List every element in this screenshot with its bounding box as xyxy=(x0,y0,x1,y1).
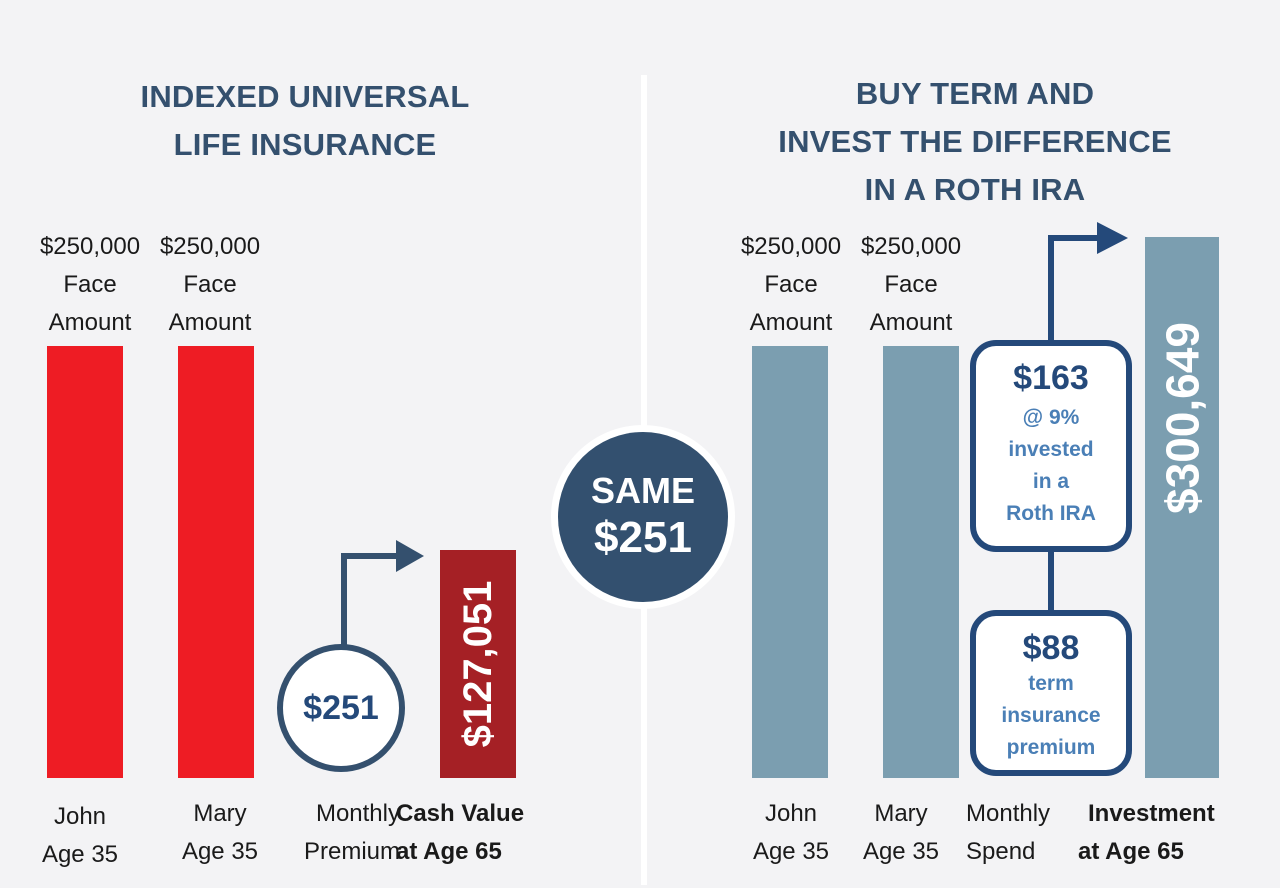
investment-rate: @ 9% xyxy=(1022,406,1080,429)
xlabel-age: Age 35 xyxy=(181,838,259,865)
xlabel-spend: Spend xyxy=(966,838,1036,865)
investment-box: $163 @ 9% invested in a Roth IRA xyxy=(970,340,1132,552)
right-panel-title: BUY TERM AND INVEST THE DIFFERENCE IN A … xyxy=(720,70,1230,214)
left-arrowhead-icon xyxy=(396,540,424,572)
premium-circle: $251 xyxy=(277,644,405,772)
right-arrow-icon xyxy=(1048,235,1100,340)
term-line3: premium xyxy=(1006,736,1096,759)
left-panel-title: INDEXED UNIVERSAL LIFE INSURANCE xyxy=(75,73,535,169)
face-label-john-right: $250,000 Face Amount xyxy=(731,228,851,342)
right-title-line1: BUY TERM AND xyxy=(855,76,1095,111)
face-label-john-left: $250,000 Face Amount xyxy=(30,228,150,342)
badge-amount: $251 xyxy=(594,513,692,562)
left-title-line1: INDEXED UNIVERSAL xyxy=(140,79,470,114)
amount-word: Amount xyxy=(869,309,953,336)
face-word: Face xyxy=(884,271,938,298)
xlabel-premium: Premium xyxy=(303,838,400,865)
bar-john-iul xyxy=(47,346,123,778)
xlabel-mary-right: Mary Age 35 xyxy=(846,795,956,871)
xlabel-age: Age 35 xyxy=(41,841,119,868)
xlabel-age: Age 35 xyxy=(862,838,940,865)
face-amount-value: $250,000 xyxy=(39,233,141,260)
xlabel-john-left: John Age 35 xyxy=(25,798,135,874)
left-arrow-icon xyxy=(341,553,398,648)
bar-mary-iul xyxy=(178,346,254,778)
xlabel-cash-value-line2: at Age 65 xyxy=(396,838,502,865)
xlabel-cash-value: Cash Value at Age 65 xyxy=(396,795,556,871)
face-label-mary-right: $250,000 Face Amount xyxy=(851,228,971,342)
bar-investment: $300,649 xyxy=(1145,237,1219,778)
xlabel-monthly-premium: Monthly Premium xyxy=(278,795,400,871)
xlabel-name: Mary xyxy=(193,800,247,827)
xlabel-investment: Investment at Age 65 xyxy=(1078,795,1248,871)
term-line1: term xyxy=(1028,672,1074,695)
premium-circle-value: $251 xyxy=(303,688,379,727)
term-line2: insurance xyxy=(1001,704,1101,727)
investment-line2: invested xyxy=(1008,438,1094,461)
left-title-line2: LIFE INSURANCE xyxy=(173,127,437,162)
amount-word: Amount xyxy=(168,309,252,336)
face-amount-value: $250,000 xyxy=(740,233,842,260)
xlabel-investment-line2: at Age 65 xyxy=(1078,838,1184,865)
face-label-mary-left: $250,000 Face Amount xyxy=(150,228,270,342)
investment-line3: in a xyxy=(1032,470,1070,493)
same-amount-badge: SAME $251 xyxy=(551,425,735,609)
xlabel-name: John xyxy=(53,803,107,830)
face-amount-value: $250,000 xyxy=(860,233,962,260)
right-title-line2: INVEST THE DIFFERENCE xyxy=(778,124,1172,159)
same-amount-badge-inner: SAME $251 xyxy=(558,432,728,602)
xlabel-investment-line1: Investment xyxy=(1088,800,1215,827)
xlabel-age: Age 35 xyxy=(752,838,830,865)
badge-same-word: SAME xyxy=(590,470,695,511)
face-word: Face xyxy=(764,271,818,298)
xlabel-cash-value-line1: Cash Value xyxy=(396,800,525,827)
xlabel-mary-left: Mary Age 35 xyxy=(165,795,275,871)
xlabel-monthly-spend: Monthly Spend xyxy=(966,795,1086,871)
xlabel-name: Mary xyxy=(874,800,928,827)
xlabel-john-right: John Age 35 xyxy=(736,795,846,871)
amount-word: Amount xyxy=(749,309,833,336)
right-arrowhead-icon xyxy=(1097,222,1128,254)
term-amount: $88 xyxy=(1022,629,1080,667)
bar-john-term xyxy=(752,346,828,778)
bar-mary-term xyxy=(883,346,959,778)
right-title-line3: IN A ROTH IRA xyxy=(864,172,1086,207)
face-word: Face xyxy=(63,271,117,298)
investment-line4: Roth IRA xyxy=(1006,502,1096,525)
investment-amount: $163 xyxy=(1013,359,1089,397)
bar-cash-value: $127,051 xyxy=(440,550,516,778)
term-premium-box: $88 term insurance premium xyxy=(970,610,1132,776)
xlabel-name: John xyxy=(764,800,818,827)
xlabel-monthly: Monthly xyxy=(315,800,400,827)
amount-word: Amount xyxy=(48,309,132,336)
face-amount-value: $250,000 xyxy=(159,233,261,260)
xlabel-monthly: Monthly xyxy=(966,800,1051,827)
face-word: Face xyxy=(183,271,237,298)
